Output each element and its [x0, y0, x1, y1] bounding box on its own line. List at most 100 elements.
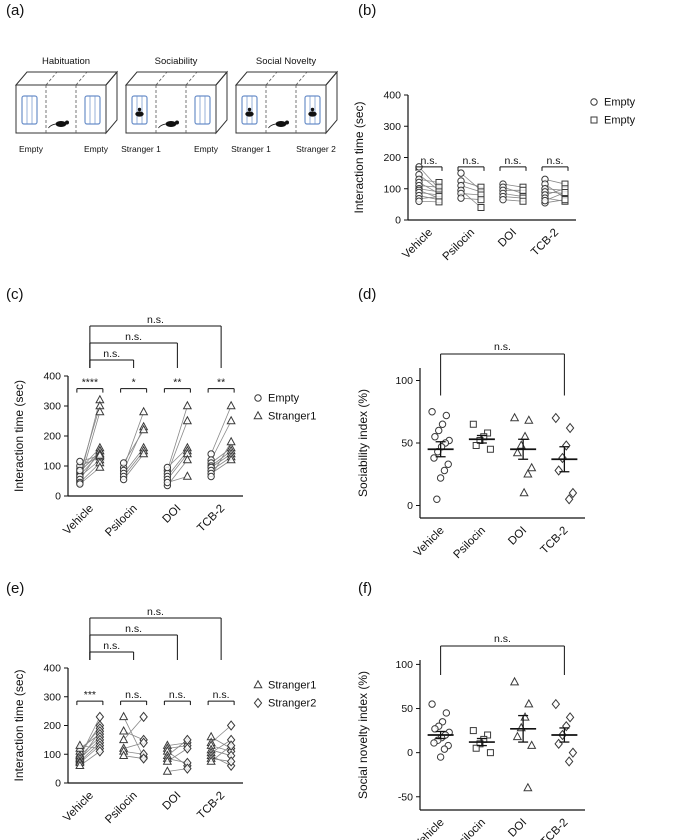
chamber-box-icon	[14, 70, 119, 135]
svg-text:Sociability index (%): Sociability index (%)	[356, 389, 370, 497]
cage-icon	[84, 95, 101, 125]
svg-text:Stranger1: Stranger1	[268, 411, 316, 423]
mouse-icon	[268, 120, 289, 129]
cage-icon	[241, 95, 258, 125]
plot-area: n.s.	[427, 633, 578, 792]
svg-text:200: 200	[43, 720, 61, 732]
svg-text:Psilocin: Psilocin	[451, 817, 488, 840]
chamber-box-icon	[234, 70, 338, 135]
svg-text:-50: -50	[398, 791, 413, 803]
svg-text:DOI: DOI	[506, 525, 529, 548]
svg-text:Vehicle: Vehicle	[412, 525, 447, 560]
svg-text:400: 400	[383, 90, 401, 102]
svg-text:DOI: DOI	[161, 503, 184, 526]
cage-icon	[131, 95, 148, 125]
plot-area: n.s.	[427, 341, 578, 505]
svg-text:TCB-2: TCB-2	[529, 227, 561, 259]
svg-text:n.s.: n.s.	[125, 331, 142, 343]
svg-text:0: 0	[55, 491, 61, 503]
svg-text:n.s.: n.s.	[169, 689, 186, 701]
svg-text:Stranger2: Stranger2	[268, 698, 316, 710]
svg-text:n.s.: n.s.	[103, 640, 120, 652]
svg-text:TCB-2: TCB-2	[539, 525, 571, 557]
chamber-box-icon	[124, 70, 229, 135]
svg-text:400: 400	[43, 371, 61, 383]
svg-text:Vehicle: Vehicle	[400, 227, 435, 262]
svg-text:n.s.: n.s.	[547, 155, 564, 167]
svg-text:Vehicle: Vehicle	[61, 503, 96, 538]
svg-text:Empty: Empty	[604, 115, 636, 127]
chart-interaction-habituation: 0 100 200 300 400 Interaction time (sec) Vehic…	[352, 90, 636, 264]
svg-text:Empty: Empty	[268, 393, 300, 405]
right-chamber-label: Empty	[84, 144, 109, 154]
chamber-sociability: Sociability Stranger 1 Empty	[121, 56, 229, 154]
svg-text:Vehicle: Vehicle	[61, 790, 96, 825]
svg-text:100: 100	[395, 375, 413, 387]
cage-icon	[194, 95, 211, 125]
svg-text:*: *	[132, 377, 136, 389]
svg-text:****: ****	[82, 377, 98, 389]
svg-text:DOI: DOI	[496, 227, 519, 250]
chart-social-novelty-index: -50 0 50 100 Social novelty index (%) Vehicle…	[356, 633, 585, 840]
right-chamber-label: Empty	[194, 144, 219, 154]
svg-text:TCB-2: TCB-2	[539, 817, 571, 840]
svg-text:Interaction time (sec): Interaction time (sec)	[12, 380, 26, 492]
svg-text:Interaction time (sec): Interaction time (sec)	[352, 101, 366, 213]
three-chamber-schematic: Habituation Empty Empty Sociability Stra…	[14, 56, 338, 154]
panel-e-label: (e)	[6, 580, 25, 597]
chart-interaction-social-novelty: 0 100 200 300 400 Interaction time (sec) Vehic…	[12, 606, 316, 827]
svg-text:TCB-2: TCB-2	[195, 790, 227, 822]
svg-text:**: **	[173, 377, 181, 389]
mouse-icon	[48, 120, 69, 129]
svg-text:n.s.: n.s.	[213, 689, 230, 701]
cage-icon	[21, 95, 38, 125]
panel-f-label: (f)	[358, 580, 373, 597]
panel-b-label: (b)	[358, 2, 377, 19]
svg-text:300: 300	[43, 401, 61, 413]
svg-text:Stranger1: Stranger1	[268, 680, 316, 692]
svg-text:n.s.: n.s.	[421, 155, 438, 167]
svg-text:Empty: Empty	[604, 97, 636, 109]
svg-text:n.s.: n.s.	[125, 623, 142, 635]
svg-text:n.s.: n.s.	[494, 341, 511, 353]
svg-text:Psilocin: Psilocin	[441, 227, 478, 264]
svg-text:300: 300	[43, 691, 61, 703]
svg-text:n.s.: n.s.	[505, 155, 522, 167]
plot-area: n.s. n.s. n.s. n.s.	[415, 155, 569, 211]
svg-text:Psilocin: Psilocin	[103, 790, 140, 827]
chamber-habituation: Habituation Empty Empty	[14, 56, 119, 154]
right-chamber-label: Stranger 2	[296, 144, 336, 154]
svg-text:0: 0	[395, 215, 401, 227]
svg-text:TCB-2: TCB-2	[195, 503, 227, 535]
plot-area: *** n.s. n.s. n.s. n.s. n.s. n.s.	[75, 606, 236, 775]
left-chamber-label: Stranger 1	[121, 144, 161, 154]
svg-text:0: 0	[407, 747, 413, 759]
svg-text:Psilocin: Psilocin	[451, 525, 488, 562]
mouse-icon	[245, 107, 254, 117]
svg-text:n.s.: n.s.	[103, 348, 120, 360]
svg-text:Interaction time (sec): Interaction time (sec)	[12, 669, 26, 781]
svg-text:100: 100	[383, 183, 401, 195]
panel-a-label: (a)	[6, 2, 25, 19]
plot-area: **** * ** **n.s.n.s.n.s.	[76, 314, 236, 490]
svg-text:DOI: DOI	[506, 817, 529, 840]
phase-title: Sociability	[155, 56, 198, 67]
svg-text:n.s.: n.s.	[494, 633, 511, 645]
cage-icon	[304, 95, 321, 125]
chart-interaction-sociability: 0 100 200 300 400 Interaction time (sec) Vehic…	[12, 314, 316, 539]
svg-text:***: ***	[84, 689, 96, 701]
svg-text:Vehicle: Vehicle	[412, 817, 447, 840]
svg-text:100: 100	[43, 749, 61, 761]
chart-sociability-index: 0 50 100 Sociability index (%) Vehicle Psiloc…	[356, 341, 585, 562]
mouse-icon	[135, 107, 144, 117]
svg-text:100: 100	[43, 461, 61, 473]
phase-title: Habituation	[42, 56, 90, 67]
panel-c-label: (c)	[6, 286, 24, 303]
panel-d-label: (d)	[358, 286, 377, 303]
svg-text:**: **	[217, 377, 225, 389]
mouse-icon	[308, 107, 317, 117]
svg-text:50: 50	[401, 438, 413, 450]
svg-text:50: 50	[401, 703, 413, 715]
svg-text:100: 100	[395, 659, 413, 671]
